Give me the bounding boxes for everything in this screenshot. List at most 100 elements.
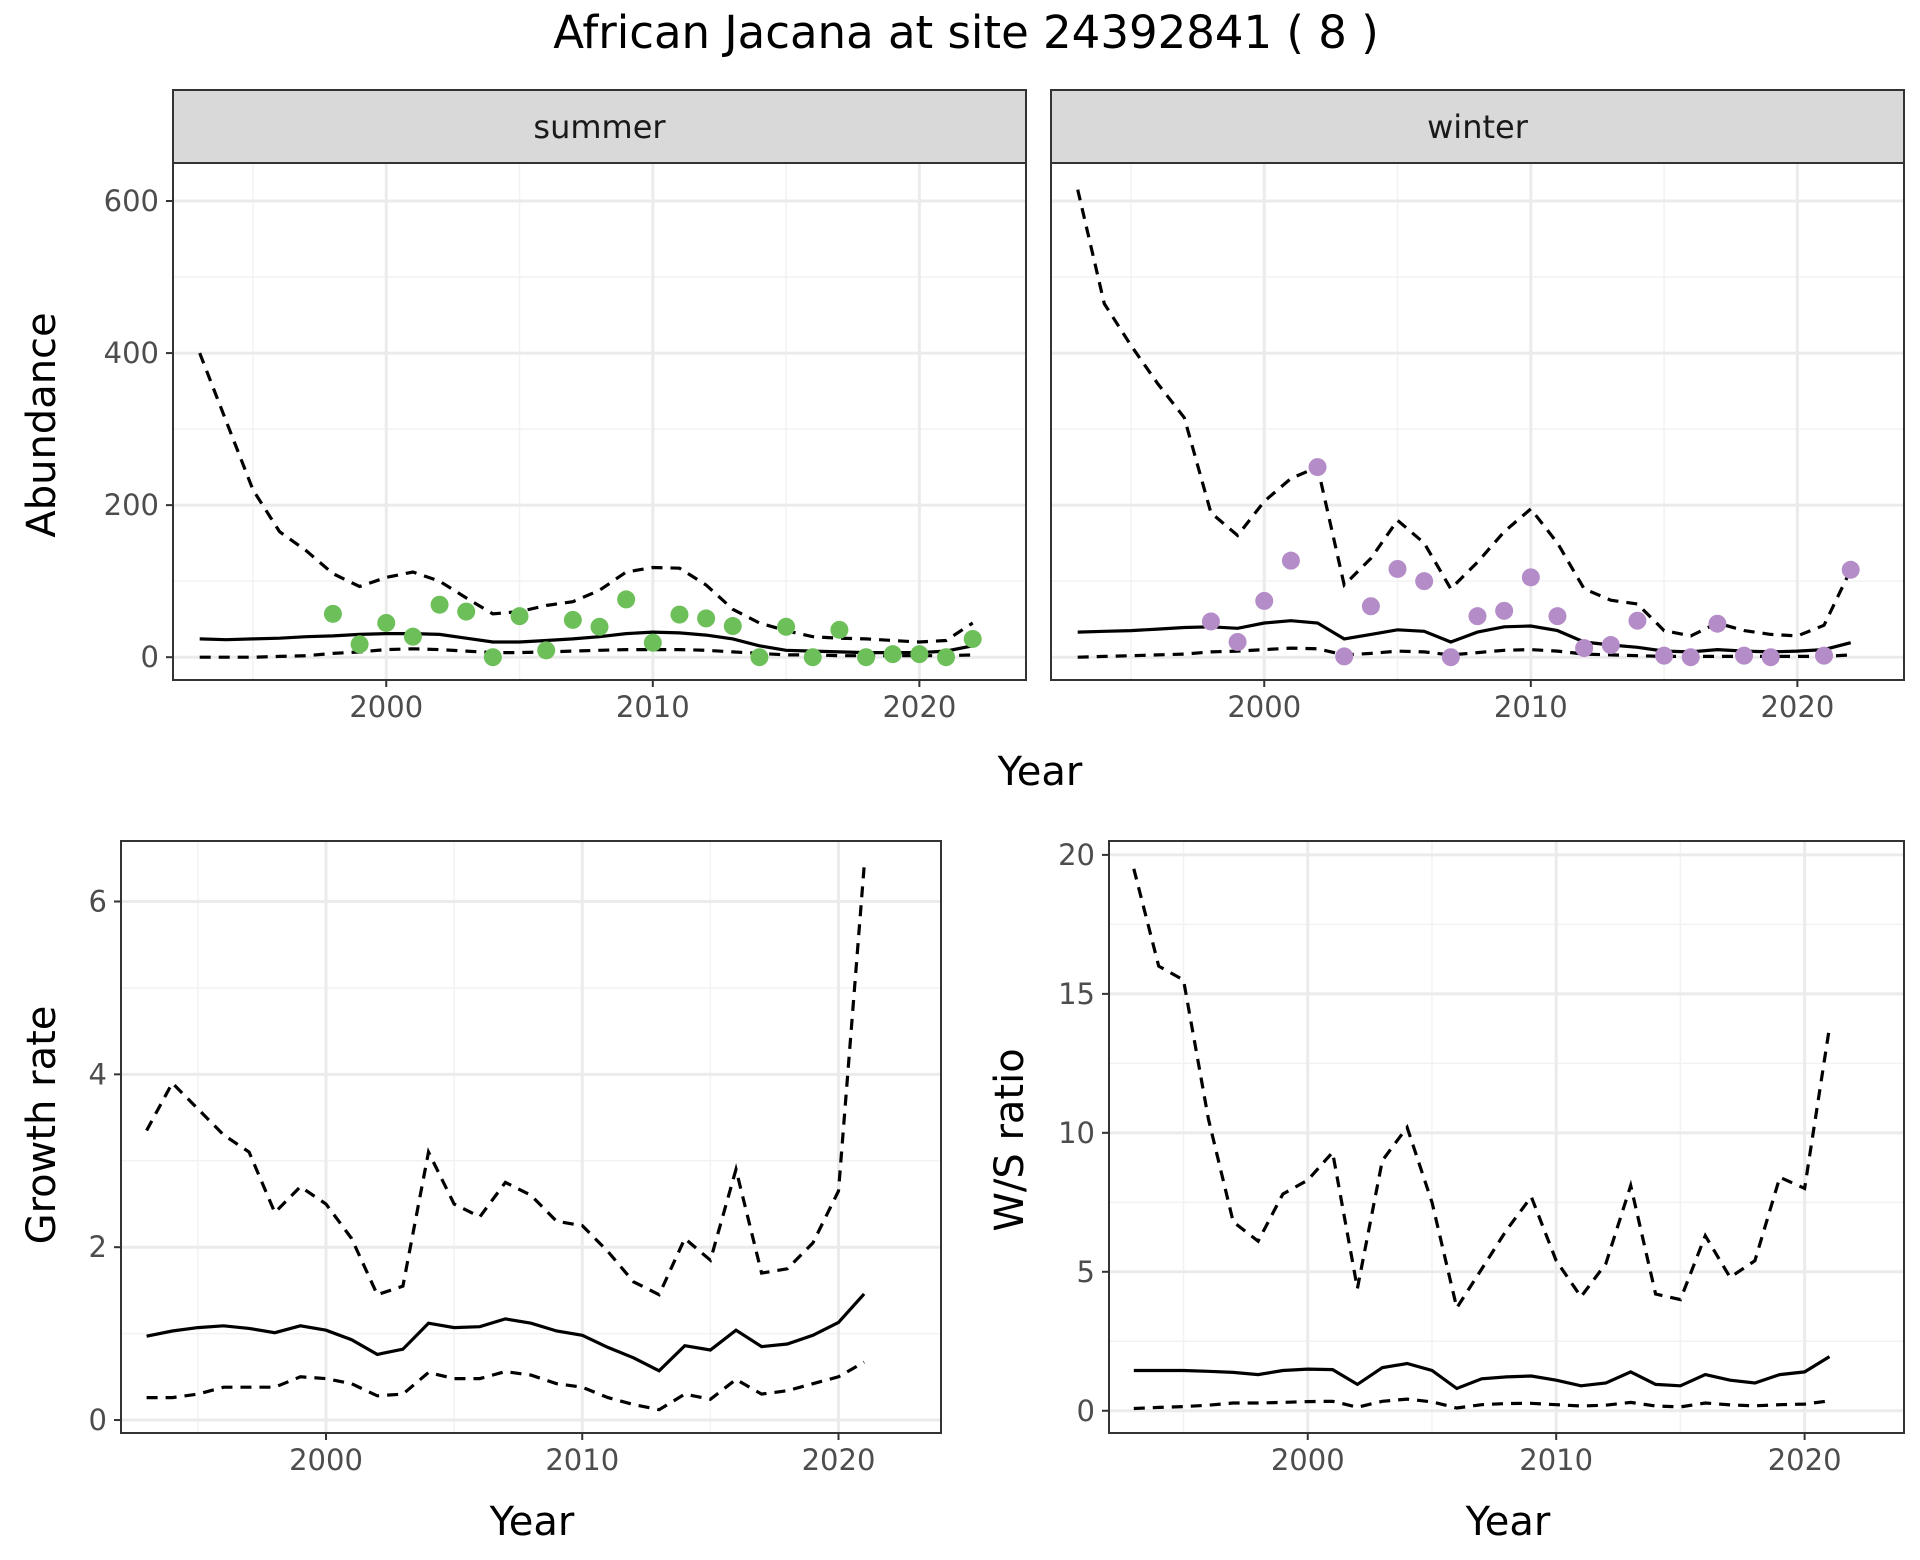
growth-upper-bound-line bbox=[145, 866, 866, 1297]
abundance-winter-observed-point bbox=[1308, 458, 1327, 477]
abundance-winter-observed-point bbox=[1628, 611, 1647, 630]
abundance-winter-panel-border bbox=[1050, 162, 1905, 681]
ratio-x-tick-label: 2020 bbox=[1768, 1443, 1842, 1477]
growth-lower-bound-line bbox=[146, 1360, 865, 1412]
figure-title: African Jacana at site 24392841 ( 8 ) bbox=[553, 6, 1379, 59]
abundance-winter-observed-point bbox=[1335, 647, 1354, 666]
abundance-winter-observed-point bbox=[1681, 648, 1700, 667]
abundance-summer-x-tick-label: 2000 bbox=[349, 690, 423, 724]
abundance-summer-observed-point bbox=[483, 648, 502, 667]
abundance-summer-x-tick-label: 2010 bbox=[616, 690, 690, 724]
abundance-summer-observed-point bbox=[350, 635, 369, 654]
growth-panel-border bbox=[120, 840, 942, 1434]
ratio-y-tick-label: 20 bbox=[1058, 838, 1095, 872]
abundance-winter-observed-point bbox=[1735, 646, 1754, 665]
ratio-upper-bound-line bbox=[1132, 868, 1832, 1312]
ratio-y-tick-label: 0 bbox=[1077, 1394, 1095, 1428]
abundance-winter-observed-point bbox=[1388, 559, 1407, 578]
abundance-winter-panel: 2000 2010 2020 winter bbox=[1050, 89, 1905, 724]
abundance-winter-observed-point bbox=[1415, 572, 1434, 591]
abundance-summer-observed-point bbox=[643, 633, 662, 652]
abundance-winter-upper-bound-line bbox=[1076, 189, 1853, 638]
abundance-winter-observed-point bbox=[1655, 646, 1674, 665]
abundance-winter-observed-point bbox=[1495, 601, 1514, 620]
abundance-summer-observed-point bbox=[910, 645, 929, 664]
ratio-x-axis-title: Year bbox=[1465, 1499, 1551, 1545]
abundance-summer-observed-point bbox=[537, 641, 556, 660]
abundance-summer-y-tick-label: 200 bbox=[104, 488, 159, 522]
abundance-summer-y-tick-label: 600 bbox=[104, 184, 159, 218]
growth-x-tick-label: 2010 bbox=[545, 1443, 619, 1477]
abundance-summer-observed-point bbox=[937, 648, 956, 667]
abundance-summer-observed-point bbox=[457, 602, 476, 621]
ratio-y-tick-label: 10 bbox=[1058, 1116, 1095, 1150]
abundance-summer-observed-point bbox=[963, 629, 982, 648]
abundance-winter-x-tick-label: 2000 bbox=[1227, 690, 1301, 724]
abundance-winter-observed-point bbox=[1468, 607, 1487, 626]
ratio-x-tick-label: 2010 bbox=[1519, 1443, 1593, 1477]
abundance-summer-x-tick-label: 2020 bbox=[882, 690, 956, 724]
abundance-summer-observed-point bbox=[510, 607, 529, 626]
abundance-summer-observed-point bbox=[697, 609, 716, 628]
growth-mean-line bbox=[146, 1292, 866, 1373]
abundance-winter-observed-point bbox=[1601, 636, 1620, 655]
abundance-summer-observed-point bbox=[857, 648, 876, 667]
abundance-summer-observed-point bbox=[617, 590, 636, 609]
abundance-summer-observed-point bbox=[883, 645, 902, 664]
abundance-summer-panel-border bbox=[172, 162, 1027, 681]
abundance-winter-observed-point bbox=[1255, 591, 1274, 610]
abundance-winter-lower-bound-line bbox=[1077, 646, 1851, 659]
abundance-summer-observed-point bbox=[723, 617, 742, 636]
abundance-summer-observed-point bbox=[403, 627, 422, 646]
abundance-winter-observed-point bbox=[1815, 646, 1834, 665]
abundance-summer-observed-point bbox=[670, 605, 689, 624]
abundance-summer-mean-line bbox=[199, 630, 974, 655]
abundance-winter-observed-point bbox=[1841, 560, 1860, 579]
abundance-summer-observed-point bbox=[803, 648, 822, 667]
abundance-y-axis-title: Abundance bbox=[19, 312, 65, 537]
abundance-winter-observed-point bbox=[1761, 648, 1780, 667]
abundance-winter-observed-point bbox=[1441, 648, 1460, 667]
growth-y-tick-label: 4 bbox=[89, 1057, 107, 1091]
abundance-summer-y-tick-label: 400 bbox=[104, 336, 159, 370]
growth-rate-panel: 2000 2010 2020 0 2 4 6 bbox=[89, 840, 942, 1477]
ws-ratio-panel: 2000 2010 2020 0 5 10 15 20 bbox=[1058, 838, 1905, 1477]
abundance-summer-upper-bound-line bbox=[198, 352, 974, 644]
abundance-winter-observed-point bbox=[1521, 568, 1540, 587]
abundance-summer-y-tick-label: 0 bbox=[141, 640, 159, 674]
ratio-y-tick-label: 15 bbox=[1058, 977, 1095, 1011]
abundance-winter-observed-point bbox=[1708, 614, 1727, 633]
abundance-summer-strip bbox=[172, 89, 1027, 164]
ratio-y-axis-title: W/S ratio bbox=[987, 1048, 1033, 1231]
abundance-winter-observed-point bbox=[1361, 597, 1380, 616]
ratio-panel-border bbox=[1108, 840, 1905, 1434]
abundance-x-axis-title: Year bbox=[997, 749, 1083, 795]
abundance-summer-observed-point bbox=[430, 595, 449, 614]
growth-x-tick-label: 2020 bbox=[802, 1443, 876, 1477]
abundance-winter-observed-point bbox=[1281, 551, 1300, 570]
abundance-winter-mean-line bbox=[1077, 619, 1852, 654]
ratio-y-tick-label: 5 bbox=[1077, 1255, 1095, 1289]
abundance-summer-lower-bound-line bbox=[199, 647, 973, 659]
ratio-x-tick-label: 2000 bbox=[1271, 1443, 1345, 1477]
abundance-winter-strip bbox=[1050, 89, 1905, 164]
ratio-mean-line bbox=[1133, 1355, 1831, 1391]
abundance-winter-observed-point bbox=[1548, 607, 1567, 626]
growth-y-tick-label: 6 bbox=[89, 884, 107, 918]
abundance-summer-observed-point bbox=[377, 613, 396, 632]
abundance-winter-strip-label: winter bbox=[1427, 108, 1529, 146]
abundance-winter-x-tick-label: 2010 bbox=[1494, 690, 1568, 724]
growth-y-tick-label: 0 bbox=[89, 1403, 107, 1437]
abundance-winter-observed-point bbox=[1228, 632, 1247, 651]
abundance-summer-observed-point bbox=[590, 617, 609, 636]
growth-y-tick-label: 2 bbox=[89, 1230, 107, 1264]
ratio-lower-bound-line bbox=[1133, 1397, 1830, 1411]
abundance-summer-observed-point bbox=[563, 610, 582, 629]
abundance-summer-observed-point bbox=[323, 604, 342, 623]
abundance-summer-observed-point bbox=[750, 648, 769, 667]
growth-x-axis-title: Year bbox=[489, 1499, 575, 1545]
growth-x-tick-label: 2000 bbox=[289, 1443, 363, 1477]
abundance-summer-strip-label: summer bbox=[533, 108, 666, 146]
abundance-summer-observed-point bbox=[777, 617, 796, 636]
